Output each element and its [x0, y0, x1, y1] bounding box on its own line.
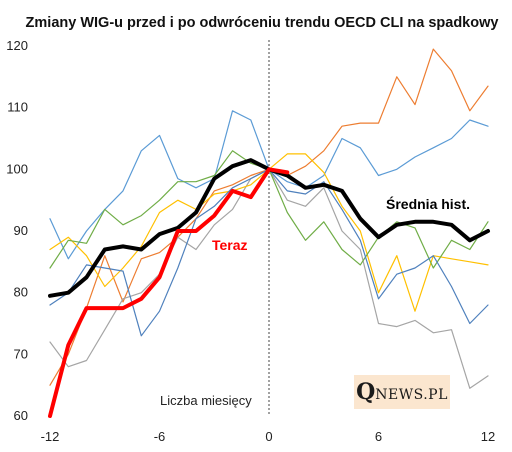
- x-tick-label: -12: [41, 429, 60, 444]
- x-tick-label: 0: [265, 429, 272, 444]
- y-tick-label: 90: [14, 223, 28, 238]
- x-tick-label: 6: [375, 429, 382, 444]
- y-tick-label: 110: [7, 100, 28, 115]
- y-axis-ticks: 60 70 80 90 100 110 120: [6, 38, 28, 423]
- x-axis-ticks: -12 -6 0 6 12: [41, 429, 496, 444]
- y-tick-label: 80: [14, 285, 28, 300]
- y-tick-label: 120: [6, 38, 28, 53]
- x-tick-label: -6: [154, 429, 166, 444]
- x-tick-label: 12: [481, 429, 495, 444]
- qnews-logo: QNEWS.PL: [354, 375, 450, 409]
- logo-q: Q: [356, 379, 376, 405]
- logo-rest: NEWS.PL: [375, 387, 448, 403]
- y-tick-label: 60: [14, 408, 28, 423]
- series-lines: [48, 48, 490, 418]
- x-axis-label: Liczba miesięcy: [160, 393, 252, 408]
- y-tick-label: 100: [6, 161, 28, 176]
- chart-title: Zmiany WIG-u przed i po odwróceniu trend…: [26, 15, 499, 31]
- annotation-teraz: Teraz: [212, 237, 248, 253]
- series-line-teraz: [48, 167, 290, 418]
- annotation-srednia-hist: Średnia hist.: [386, 195, 470, 212]
- y-tick-label: 70: [14, 346, 28, 361]
